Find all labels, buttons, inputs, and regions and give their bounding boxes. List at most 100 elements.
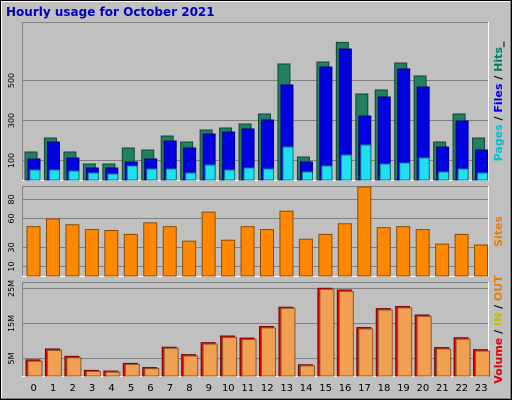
volume-bar-out-20 bbox=[416, 315, 432, 377]
sites-bar-sites-6 bbox=[143, 222, 158, 277]
sites-bar-sites-4 bbox=[104, 230, 119, 277]
sites-bar-sites-10 bbox=[221, 239, 236, 277]
chart-title: Hourly usage for October 2021 bbox=[6, 5, 215, 19]
requests-bar-pages-17 bbox=[360, 144, 372, 181]
sites-bar-sites-22 bbox=[454, 233, 469, 277]
sites-bar-sites-13 bbox=[279, 210, 294, 277]
volume-bar-out-17 bbox=[358, 328, 374, 377]
requests-bar-pages-14 bbox=[301, 171, 313, 181]
volume-y-tick-label: 15M bbox=[7, 315, 16, 332]
requests-bar-pages-11 bbox=[243, 167, 255, 181]
sites-y-tick-label: 60 bbox=[7, 213, 16, 223]
requests-bar-pages-19 bbox=[399, 162, 411, 181]
requests-bar-pages-20 bbox=[418, 157, 430, 181]
x-tick-label-6: 6 bbox=[147, 383, 153, 394]
x-tick-label-17: 17 bbox=[358, 383, 371, 394]
sites-bar-sites-19 bbox=[396, 226, 411, 277]
volume-bar-out-11 bbox=[241, 339, 257, 377]
x-tick-label-12: 12 bbox=[261, 383, 274, 394]
volume-legend: Volume / IN / OUT bbox=[492, 275, 505, 384]
sites-y-tick-label: 10 bbox=[7, 261, 16, 271]
x-tick-label-14: 14 bbox=[300, 383, 313, 394]
volume-bar-out-13 bbox=[280, 307, 296, 377]
sites-bar-sites-23 bbox=[474, 244, 489, 277]
requests-bar-pages-5 bbox=[126, 165, 138, 181]
chart-panels: 100 300 500 Pages / Files / Hits_ 10 30 60 80 Si… bbox=[7, 22, 505, 384]
requests-legend: Pages / Files / Hits_ bbox=[492, 41, 505, 161]
requests-bar-pages-23 bbox=[477, 172, 489, 181]
requests-bar-pages-18 bbox=[379, 163, 391, 181]
sites-y-tick-label: 80 bbox=[7, 194, 16, 204]
x-tick-label-2: 2 bbox=[69, 383, 75, 394]
sites-plot-area bbox=[22, 186, 489, 277]
requests-legend-item: / bbox=[492, 113, 505, 125]
requests-bar-pages-8 bbox=[185, 172, 197, 181]
x-tick-label-21: 21 bbox=[436, 383, 449, 394]
sites-bar-sites-7 bbox=[162, 226, 177, 277]
volume-bar-out-5 bbox=[124, 363, 140, 377]
x-tick-label-7: 7 bbox=[167, 383, 173, 394]
requests-bar-pages-15 bbox=[321, 165, 333, 181]
requests-bar-pages-4 bbox=[107, 173, 119, 181]
requests-bar-pages-1 bbox=[48, 169, 60, 181]
requests-bar-pages-13 bbox=[282, 146, 294, 181]
volume-bar-out-15 bbox=[319, 288, 335, 377]
x-tick-label-15: 15 bbox=[319, 383, 332, 394]
sites-bar-sites-3 bbox=[84, 229, 99, 277]
requests-y-tick-label: 100 bbox=[7, 153, 16, 168]
volume-bar-out-23 bbox=[475, 350, 491, 377]
sites-bar-sites-9 bbox=[201, 211, 216, 277]
volume-y-tick-label: 5M bbox=[7, 352, 16, 364]
panel-sites: 10 30 60 80 Sites bbox=[7, 186, 505, 277]
sites-bar-sites-11 bbox=[240, 226, 255, 277]
volume-legend-item: IN bbox=[492, 313, 505, 326]
requests-bar-pages-16 bbox=[340, 154, 352, 181]
x-tick-label-5: 5 bbox=[128, 383, 134, 394]
volume-bar-out-2 bbox=[66, 357, 82, 377]
volume-legend-item: / bbox=[492, 301, 505, 313]
requests-legend-item: Files bbox=[492, 83, 505, 113]
requests-legend-item: / bbox=[492, 72, 505, 84]
requests-legend-item: _ bbox=[492, 41, 505, 47]
requests-bar-pages-22 bbox=[457, 168, 469, 181]
sites-bar-sites-14 bbox=[298, 238, 313, 277]
volume-bar-out-19 bbox=[397, 307, 413, 377]
panel-volume: 5M 15M 25M Volume / IN / OUT bbox=[7, 275, 505, 384]
sites-bar-sites-0 bbox=[26, 226, 41, 277]
volume-bar-out-6 bbox=[144, 368, 160, 377]
sites-legend-item: Sites bbox=[492, 216, 505, 247]
volume-legend-item: OUT bbox=[492, 275, 505, 301]
x-tick-label-1: 1 bbox=[50, 383, 56, 394]
volume-bar-out-21 bbox=[436, 348, 452, 377]
volume-legend-item: Volume bbox=[492, 338, 505, 384]
requests-bar-pages-2 bbox=[68, 170, 80, 181]
x-tick-label-0: 0 bbox=[31, 383, 37, 394]
requests-legend-item: Pages bbox=[492, 124, 505, 162]
volume-bar-out-1 bbox=[46, 349, 62, 377]
requests-legend-item: Hits bbox=[492, 47, 505, 72]
requests-bar-files-15 bbox=[319, 66, 333, 181]
volume-bar-out-18 bbox=[377, 309, 393, 377]
sites-bar-sites-2 bbox=[65, 224, 80, 277]
volume-legend-item: / bbox=[492, 326, 505, 338]
sites-bar-sites-20 bbox=[415, 229, 430, 277]
x-tick-label-16: 16 bbox=[339, 383, 352, 394]
x-tick-label-23: 23 bbox=[475, 383, 488, 394]
volume-bar-out-12 bbox=[261, 327, 276, 377]
sites-y-tick-label: 30 bbox=[7, 242, 16, 252]
volume-bar-out-8 bbox=[183, 355, 199, 377]
x-tick-label-10: 10 bbox=[222, 383, 235, 394]
x-tick-label-11: 11 bbox=[241, 383, 254, 394]
sites-bar-sites-17 bbox=[357, 186, 372, 277]
x-tick-label-8: 8 bbox=[186, 383, 192, 394]
sites-bar-sites-15 bbox=[318, 233, 333, 277]
requests-bar-pages-3 bbox=[87, 172, 99, 181]
volume-bar-out-0 bbox=[27, 360, 43, 377]
requests-bar-pages-0 bbox=[29, 169, 41, 181]
requests-bar-pages-12 bbox=[263, 168, 274, 181]
requests-y-tick-label: 500 bbox=[7, 73, 16, 88]
sites-bar-sites-18 bbox=[376, 227, 391, 277]
x-tick-label-9: 9 bbox=[206, 383, 212, 394]
requests-bar-pages-9 bbox=[204, 164, 216, 181]
